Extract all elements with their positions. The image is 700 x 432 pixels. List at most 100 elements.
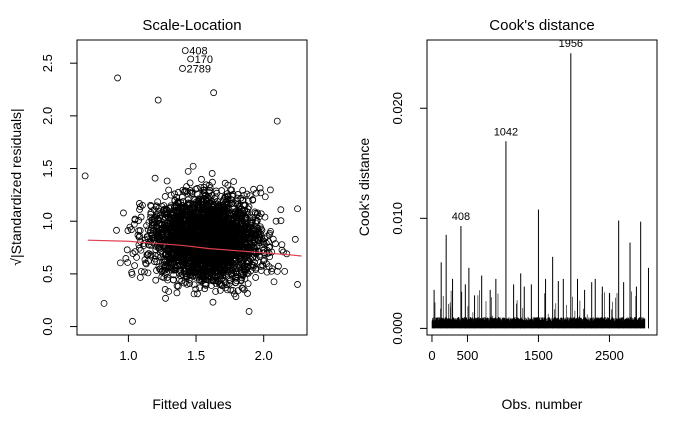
- data-point: [174, 188, 182, 196]
- data-point: [116, 259, 124, 267]
- cooks-distance-x-label: Obs. number: [502, 396, 583, 412]
- data-point: [220, 263, 228, 271]
- data-point: [149, 219, 156, 226]
- data-point: [199, 273, 207, 281]
- data-point: [204, 224, 212, 231]
- data-point: [182, 211, 190, 218]
- data-point: [160, 235, 168, 243]
- data-point: [141, 256, 149, 264]
- data-point: [136, 203, 144, 211]
- data-point: [252, 254, 260, 262]
- data-point: [163, 225, 171, 232]
- data-point: [179, 186, 187, 194]
- data-point: [143, 233, 151, 240]
- data-point: [199, 252, 207, 260]
- data-point: [165, 258, 173, 266]
- cooks-distance-y-label: Cook's distance: [356, 138, 372, 237]
- y-tick-label: 2.0: [40, 107, 55, 125]
- data-point: [131, 262, 139, 269]
- data-point: [270, 278, 278, 286]
- data-point: [160, 202, 168, 209]
- data-point: [195, 252, 203, 260]
- data-point: [233, 263, 241, 271]
- data-point: [163, 212, 170, 219]
- data-point: [214, 202, 222, 210]
- data-point: [224, 192, 231, 200]
- data-point: [152, 276, 160, 284]
- data-point: [169, 276, 177, 284]
- data-point: [252, 219, 259, 227]
- data-point: [209, 277, 217, 285]
- cooks-distance-title: Cook's distance: [489, 17, 594, 34]
- data-point: [213, 226, 221, 233]
- data-point: [221, 179, 229, 187]
- outlier-label: 170: [195, 54, 213, 66]
- data-point: [245, 244, 252, 251]
- data-point: [227, 286, 235, 294]
- data-point: [154, 96, 162, 104]
- data-point: [135, 233, 143, 241]
- smoother-line: [87, 239, 302, 257]
- data-point: [154, 198, 162, 206]
- data-point: [136, 206, 143, 213]
- data-point: [209, 211, 217, 218]
- data-point: [136, 274, 144, 281]
- data-point: [266, 186, 274, 194]
- data-point: [181, 204, 189, 212]
- data-point: [227, 270, 235, 278]
- data-point: [186, 199, 194, 207]
- data-point: [265, 231, 273, 239]
- data-point: [220, 206, 228, 214]
- data-point: [203, 232, 211, 240]
- data-point: [236, 255, 244, 263]
- data-point: [267, 227, 275, 235]
- x-tick-label: 1500: [524, 348, 553, 363]
- data-point: [252, 274, 260, 281]
- y-tick-label: 1.0: [40, 212, 55, 230]
- data-point: [145, 241, 152, 249]
- x-tick-label: 1.5: [187, 348, 205, 363]
- data-point: [124, 259, 132, 266]
- data-point: [100, 299, 108, 307]
- data-point: [256, 184, 264, 192]
- data-point: [123, 246, 131, 254]
- data-point: [281, 267, 289, 275]
- data-point: [120, 209, 127, 217]
- data-point: [165, 288, 173, 295]
- scale-location-panel: Scale-Location Fitted values √|Standardi…: [8, 17, 308, 412]
- data-point: [201, 267, 209, 274]
- cooks-distance-panel: Cook's distance Obs. number Cook's dista…: [356, 17, 658, 412]
- data-point: [186, 271, 193, 279]
- data-point: [183, 183, 190, 190]
- data-point: [81, 172, 89, 180]
- data-point: [239, 256, 247, 264]
- data-point: [122, 255, 130, 262]
- data-point: [178, 193, 186, 201]
- data-point: [223, 281, 231, 289]
- data-point: [203, 211, 211, 219]
- data-point: [239, 186, 247, 194]
- data-point: [187, 55, 195, 63]
- data-point: [205, 199, 213, 207]
- data-point: [213, 253, 221, 261]
- data-point: [158, 273, 166, 281]
- data-point: [186, 211, 194, 219]
- data-point: [196, 210, 204, 218]
- data-point: [257, 189, 265, 197]
- data-point: [213, 189, 221, 197]
- data-point: [162, 263, 169, 271]
- data-point: [190, 281, 198, 289]
- data-point: [273, 117, 281, 125]
- data-point: [152, 229, 160, 237]
- observation-label: 408: [452, 211, 470, 223]
- data-point: [199, 229, 206, 236]
- data-point: [254, 234, 262, 242]
- data-point: [249, 214, 256, 221]
- data-point: [134, 231, 142, 239]
- data-point: [194, 204, 202, 212]
- data-point: [227, 186, 234, 194]
- data-point: [128, 269, 136, 276]
- data-point: [178, 277, 186, 285]
- data-point: [153, 222, 160, 230]
- outlier-label: 2789: [187, 63, 211, 75]
